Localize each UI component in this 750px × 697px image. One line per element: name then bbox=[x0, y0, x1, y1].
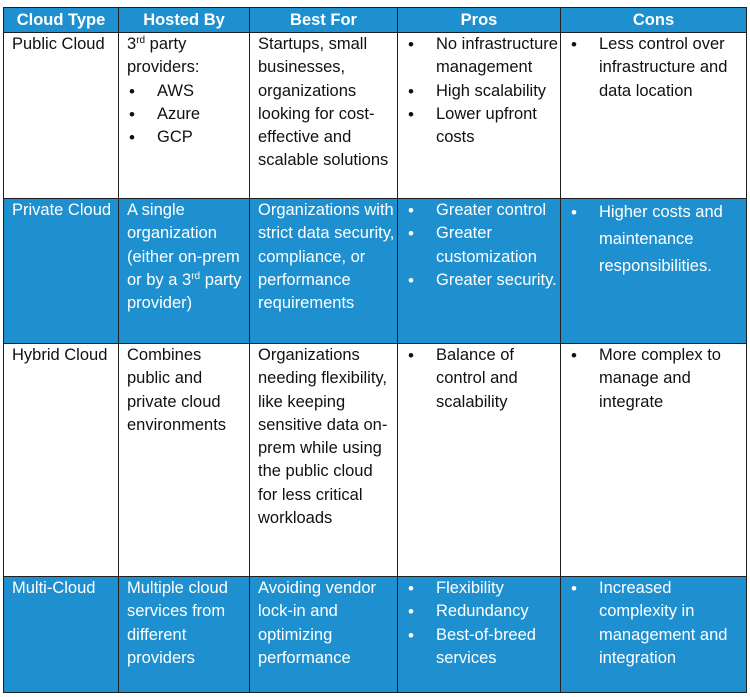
pros-list: No infrastructure management High scalab… bbox=[406, 34, 558, 150]
header-best-for: Best For bbox=[249, 7, 398, 33]
table-row: Hybrid Cloud Combines public and private… bbox=[3, 343, 747, 577]
pros-item: Redundancy bbox=[406, 600, 558, 624]
cons-cell: Increased complexity in management and i… bbox=[560, 576, 747, 693]
pros-cell: Flexibility Redundancy Best-of-breed ser… bbox=[397, 576, 561, 693]
pros-cell: No infrastructure management High scalab… bbox=[397, 32, 561, 199]
provider-item: AWS bbox=[127, 80, 247, 104]
cons-cell: Less control over infrastructure and dat… bbox=[560, 32, 747, 199]
cons-cell: Higher costs and maintenance responsibil… bbox=[560, 198, 747, 344]
pros-item: Greater control bbox=[406, 200, 558, 223]
cloud-type-cell: Public Cloud bbox=[3, 32, 119, 199]
cons-list: Higher costs and maintenance responsibil… bbox=[569, 200, 744, 281]
pros-item: Balance of control and scalability bbox=[406, 345, 558, 414]
pros-list: Greater control Greater customization Gr… bbox=[406, 200, 558, 293]
best-for-cell: Organizations needing flexibility, like … bbox=[249, 343, 398, 577]
pros-item: Greater customization bbox=[406, 222, 558, 269]
header-hosted-by: Hosted By bbox=[118, 7, 250, 33]
table-header-row: Cloud Type Hosted By Best For Pros Cons bbox=[3, 7, 747, 33]
cons-item: Higher costs and maintenance responsibil… bbox=[569, 200, 744, 281]
pros-item: Greater security. bbox=[406, 269, 558, 293]
cons-item: More complex to manage and integrate bbox=[569, 345, 744, 414]
provider-item: GCP bbox=[127, 126, 247, 150]
cons-cell: More complex to manage and integrate bbox=[560, 343, 747, 577]
pros-item: No infrastructure management bbox=[406, 34, 558, 80]
pros-list: Balance of control and scalability bbox=[406, 345, 558, 414]
cloud-type-cell: Hybrid Cloud bbox=[3, 343, 119, 577]
best-for-cell: Organizations with strict data security,… bbox=[249, 198, 398, 344]
cons-list: Less control over infrastructure and dat… bbox=[569, 34, 744, 103]
header-cloud-type: Cloud Type bbox=[3, 7, 119, 33]
hosted-by-cell: Combines public and private cloud enviro… bbox=[118, 343, 250, 577]
table-row: Multi-Cloud Multiple cloud services from… bbox=[3, 576, 747, 693]
cons-list: More complex to manage and integrate bbox=[569, 345, 744, 414]
best-for-cell: Startups, small businesses, organization… bbox=[249, 32, 398, 199]
cons-item: Increased complexity in management and i… bbox=[569, 578, 744, 671]
pros-item: Best-of-breed services bbox=[406, 624, 558, 671]
pros-item: Flexibility bbox=[406, 578, 558, 601]
header-cons: Cons bbox=[560, 7, 747, 33]
table-row: Private Cloud A single organization (eit… bbox=[3, 198, 747, 344]
pros-cell: Balance of control and scalability bbox=[397, 343, 561, 577]
provider-item: Azure bbox=[127, 103, 247, 127]
cons-list: Increased complexity in management and i… bbox=[569, 578, 744, 671]
cons-item: Less control over infrastructure and dat… bbox=[569, 34, 744, 103]
table-row: Public Cloud 3rd party providers: AWS Az… bbox=[3, 32, 747, 199]
cloud-type-cell: Private Cloud bbox=[3, 198, 119, 344]
cloud-type-cell: Multi-Cloud bbox=[3, 576, 119, 693]
header-pros: Pros bbox=[397, 7, 561, 33]
hosted-by-text: 3rd party providers: bbox=[127, 35, 200, 77]
pros-cell: Greater control Greater customization Gr… bbox=[397, 198, 561, 344]
best-for-cell: Avoiding vendor lock-in and optimizing p… bbox=[249, 576, 398, 693]
pros-item: Lower upfront costs bbox=[406, 103, 558, 150]
provider-list: AWS Azure GCP bbox=[127, 80, 247, 150]
hosted-by-text: A single organization (either on-prem or… bbox=[127, 201, 242, 313]
hosted-by-cell: A single organization (either on-prem or… bbox=[118, 198, 250, 344]
pros-list: Flexibility Redundancy Best-of-breed ser… bbox=[406, 578, 558, 671]
hosted-by-cell: 3rd party providers: AWS Azure GCP bbox=[118, 32, 250, 199]
pros-item: High scalability bbox=[406, 80, 558, 104]
cloud-comparison-table: Cloud Type Hosted By Best For Pros Cons … bbox=[3, 7, 747, 693]
hosted-by-cell: Multiple cloud services from different p… bbox=[118, 576, 250, 693]
